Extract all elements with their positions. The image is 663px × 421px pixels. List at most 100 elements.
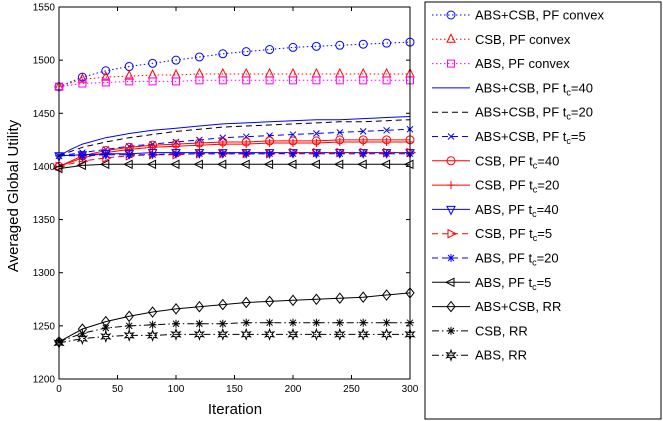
series-11-point-11 <box>289 149 297 158</box>
legend-entry-3: ABS, PF convex <box>432 56 570 71</box>
legend-entry-13: ABS+CSB, RR <box>432 299 561 314</box>
series-15-point-7 <box>193 327 206 341</box>
series-13-point-12 <box>311 293 322 306</box>
series-12-point-12 <box>310 159 320 170</box>
series-12-point-14 <box>357 159 367 170</box>
series-3-point-8 <box>218 76 227 85</box>
series-3-point-2 <box>78 79 87 88</box>
series-13-line <box>58 292 411 343</box>
series-2-point-8 <box>217 67 228 78</box>
series-14-point-4 <box>125 321 134 330</box>
series-15-point-6 <box>170 327 182 341</box>
series-13-point-5 <box>147 306 158 318</box>
series-2-point-11 <box>288 67 298 78</box>
series-2-point-2 <box>77 73 88 83</box>
series-14-point-13 <box>335 318 344 327</box>
series-8-point-14 <box>359 137 368 146</box>
series-15-point-8 <box>217 327 229 341</box>
legend-entry-8: CSB, PF tc=20 <box>432 178 559 195</box>
series-13-point-8 <box>218 298 228 311</box>
series-15-point-10 <box>263 327 276 341</box>
legend-swatch-marker <box>447 326 455 335</box>
series-11-point-7 <box>195 149 204 158</box>
series-6-point-13 <box>336 129 344 136</box>
series-5-line <box>58 119 411 157</box>
y-axis-label: Averaged Global Utility <box>5 119 22 272</box>
series-12-point-15 <box>380 159 391 170</box>
legend-swatch-marker <box>447 228 458 239</box>
series-8-point-11 <box>289 139 297 148</box>
series-15-point-5 <box>146 328 159 342</box>
legend-swatch-marker <box>447 254 455 262</box>
series-3-point-9 <box>242 76 251 85</box>
legend-label-14: CSB, RR <box>475 323 528 338</box>
series-8-point-10 <box>265 139 274 148</box>
series-10-line <box>58 152 410 167</box>
series-3-point-4 <box>125 77 134 86</box>
series-12-point-9 <box>240 159 250 170</box>
legend-label-12: ABS, PF tc=5 <box>475 275 551 292</box>
series-1-line <box>58 41 411 88</box>
series-13-point-9 <box>241 296 251 309</box>
x-tick-label-3: 100 <box>168 384 185 395</box>
legend-entry-7: CSB, PF tc=40 <box>432 153 559 170</box>
series-11-point-9 <box>242 149 251 158</box>
series-1-point-12 <box>311 41 321 51</box>
series-4-line <box>58 116 411 157</box>
series-7-line <box>58 139 410 167</box>
series-2-point-4 <box>124 69 135 80</box>
series-8-point-12 <box>312 139 321 148</box>
series-13-point-7 <box>194 300 205 313</box>
series-13 <box>54 287 415 348</box>
series-11-point-3 <box>101 150 110 159</box>
x-tick-label-6: 250 <box>343 384 360 395</box>
y-tick-label-1: 1200 <box>33 375 56 386</box>
series-14-line <box>58 322 410 343</box>
legend-swatch-marker <box>446 33 456 43</box>
series-14-point-10 <box>265 318 274 327</box>
legend-entry-1: ABS+CSB, PF convex <box>432 8 604 23</box>
series-11-point-8 <box>218 149 227 158</box>
series-8-point-6 <box>172 142 180 151</box>
series-2-point-9 <box>241 67 252 78</box>
series-12-point-11 <box>286 159 297 170</box>
series-8-point-8 <box>218 140 227 149</box>
series-11-point-12 <box>312 149 321 158</box>
series-12-line <box>58 163 410 170</box>
series-3-point-15 <box>382 76 391 85</box>
series-1-point-6 <box>171 55 181 65</box>
series-6-point-15 <box>383 126 390 134</box>
x-tick-label-2: 50 <box>112 384 124 395</box>
legend-label-10: CSB, PF tc=5 <box>475 226 552 243</box>
series-8-point-9 <box>242 140 251 149</box>
series-6-point-11 <box>289 131 297 138</box>
series-2-point-13 <box>334 67 345 78</box>
series-15-point-11 <box>287 327 299 341</box>
legend-entry-6: ABS+CSB, PF tc=5 <box>432 129 586 146</box>
y-tick-label-7: 1500 <box>33 56 56 67</box>
legend-entry-2: CSB, PF convex <box>432 32 571 47</box>
series-3-point-7 <box>195 76 204 85</box>
x-tick-label-7: 300 <box>402 384 419 395</box>
series-13-point-6 <box>171 303 181 315</box>
series-13-point-15 <box>381 289 392 301</box>
series-6-line <box>58 128 411 157</box>
legend-label-13: ABS+CSB, RR <box>475 299 561 314</box>
series-2-point-3 <box>100 71 111 81</box>
series-3-point-6 <box>172 77 180 86</box>
series-11-point-5 <box>148 150 157 159</box>
legend-label-8: CSB, PF tc=20 <box>475 178 559 195</box>
y-tick-label-5: 1400 <box>33 162 56 173</box>
series-3-point-13 <box>335 76 344 85</box>
series-1-point-9 <box>241 47 251 57</box>
series-1-point-11 <box>288 42 298 52</box>
series-3-point-11 <box>289 76 297 85</box>
series-15-point-15 <box>380 327 393 341</box>
series-1-point-13 <box>335 40 345 50</box>
series-8-point-7 <box>195 141 204 150</box>
legend-label-2: CSB, PF convex <box>475 32 571 47</box>
series-11-point-4 <box>125 150 134 159</box>
legend-label-3: ABS, PF convex <box>475 56 570 71</box>
series-6 <box>55 125 414 160</box>
